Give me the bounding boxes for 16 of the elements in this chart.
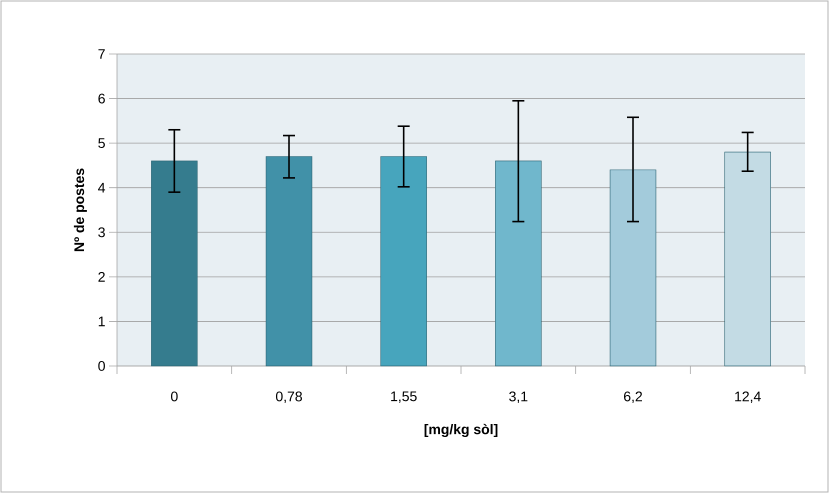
y-tick-label: 3 xyxy=(98,227,105,238)
y-tick-label: 0 xyxy=(98,361,105,371)
x-tick-label: 0,78 xyxy=(276,391,302,404)
x-tick-label: 1,55 xyxy=(391,392,417,403)
y-tick-label: 2 xyxy=(98,272,105,282)
x-tick-label: 12,4 xyxy=(735,391,761,404)
x-tick-label: 6,2 xyxy=(624,391,642,404)
y-axis-title: Nº de postes xyxy=(74,168,87,252)
x-tick-label: 0 xyxy=(171,391,178,402)
y-tick-label: 4 xyxy=(98,182,106,193)
y-tick-label: 7 xyxy=(98,49,105,59)
y-tick-label: 5 xyxy=(98,138,105,148)
x-tick-label: 3,1 xyxy=(509,391,528,404)
y-tick-label: 1 xyxy=(98,316,105,326)
x-axis-title: [mg/kg sòl] xyxy=(424,424,498,438)
y-tick-label: 6 xyxy=(98,94,105,104)
